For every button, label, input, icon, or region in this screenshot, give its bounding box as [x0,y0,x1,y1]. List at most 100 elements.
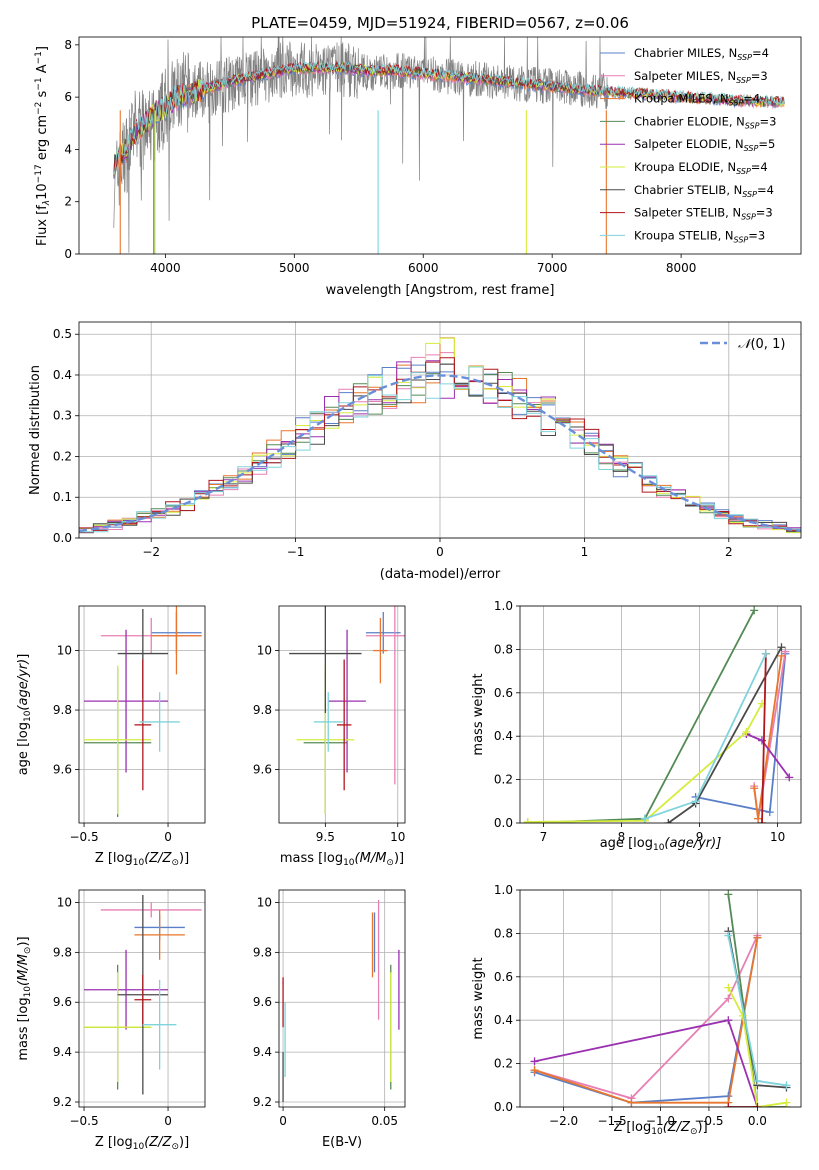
legend-label-6: Kroupa ELODIE, NSSP=4 [634,160,768,176]
error-bar-point-8 [336,659,352,791]
x-tick-label: 0 [164,1114,172,1128]
y-tick-label: 9.2 [253,1095,272,1109]
weight-marker [742,727,751,736]
y-tick-label: 6 [64,90,72,104]
error-bar-point-5 [84,629,169,773]
legend-label-5: Salpeter ELODIE, NSSP=5 [634,137,775,153]
y-tick-label: 4 [64,142,72,156]
x-tick-label: 2 [725,545,733,559]
weight-marker [781,647,790,656]
spectrum-panel: 4000 5000 6000 7000 8000 0 2 4 6 8 Chabrier MILES,… [34,36,802,298]
weight-marker [530,1057,539,1066]
weight-marker [627,1098,636,1107]
weight-line-4 [527,609,755,823]
mass-vs-ebv-plot-area [282,899,400,1103]
weight-marker [750,606,759,615]
mass-weight-vs-Z-plot-area [530,890,791,1107]
axes-frame [78,889,206,1108]
x-tick-label: −1 [287,545,305,559]
x-tick-label: 5000 [279,261,310,275]
weight-marker [754,814,763,823]
y-tick-label: 0.4 [53,368,72,382]
x-axis-label: mass [log10(M/M⊙)] [280,851,404,868]
x-axis-label: Z [log10(Z/Z⊙)] [613,1120,707,1137]
x-tick-label: 10 [770,830,785,844]
weight-marker [724,931,733,940]
weight-marker [724,983,733,992]
error-bar-point-8 [134,974,152,1025]
chart-title: PLATE=0459, MJD=51924, FIBERID=0567, z=0… [251,14,629,32]
y-tick-label: 9.6 [253,995,272,1009]
error-bar-point-3 [373,617,388,684]
error-bar-point-5 [328,629,366,773]
weight-marker [523,817,532,823]
weight-marker [750,784,759,793]
y-tick-label: 9.8 [53,945,72,959]
model-line-9 [113,60,785,175]
x-tick-label: 0.0 [748,1114,767,1128]
y-tick-label: 0.6 [494,970,513,984]
x-tick-label: −2.0 [549,1114,578,1128]
x-axis-label: age [log10(age/yr)] [600,836,722,853]
x-tick-label: 9 [696,830,704,844]
y-tick-label: 2 [64,195,72,209]
legend-label-normal: 𝒩(0, 1) [738,337,785,352]
weight-line-2 [534,935,759,1100]
y-tick-label: 0.3 [53,409,72,423]
y-tick-label: 0.2 [494,773,513,787]
legend-label-1: Chabrier MILES, NSSP=4 [634,46,769,62]
x-tick-label: 0 [436,545,444,559]
error-bar-point-2 [365,606,405,785]
x-tick-label: −0.5 [694,1114,723,1128]
x-tick-label: −2 [142,545,160,559]
x-tick-label: 4000 [150,261,181,275]
y-tick-label: 9.8 [53,703,72,717]
spectrum-legend: Chabrier MILES, NSSP=4 Salpeter MILES, NS… [600,46,776,244]
error-bar-point-6 [84,665,152,815]
weight-marker [785,773,794,782]
mass-weight-vs-age-panel: 7 8 9 10 0.0 0.2 0.4 0.6 0.8 1.0 age [log10(age/yr… [471,599,802,853]
x-axis-label: E(B-V) [322,1135,362,1150]
weight-marker [724,994,733,1003]
x-tick-label: 0 [279,1114,287,1128]
weight-marker [753,1103,762,1107]
x-tick-label: 8 [618,830,626,844]
weight-line-6 [727,987,787,1107]
weight-marker [761,649,770,658]
error-bar-point-6 [84,972,152,1083]
y-tick-label: 9.8 [253,945,272,959]
y-axis-label: mass [log10(M/M⊙)] [16,936,33,1060]
axes-frame [278,889,406,1108]
mass-vs-ebv-panel: 0 0.05 9.2 9.4 9.6 9.8 10 E(B-V) [253,889,406,1150]
residuals-plot-area [79,337,801,534]
weight-marker [753,1076,762,1085]
model-line-2 [113,64,785,179]
y-tick-label: 0.0 [53,531,72,545]
y-tick-label: 9.6 [253,762,272,776]
y-tick-label: 10 [57,895,72,909]
x-tick-label: 10 [390,830,405,844]
weight-marker [691,797,700,806]
error-bar-point-3 [151,606,202,675]
age-vs-mass-panel: 9.5 10 9.6 9.8 10 mass [log10(M/M⊙)] [253,605,406,868]
weight-line-8 [761,653,767,823]
x-tick-label: −0.5 [69,830,98,844]
weight-marker [724,890,733,899]
age-vs-Z-plot-area [84,606,202,818]
error-bar-point-2 [100,902,202,918]
histogram-8 [79,357,801,531]
x-axis-label: Z [log10(Z/Z⊙)] [95,851,189,868]
x-tick-label: −1.5 [597,1114,626,1128]
spectrum-plot-area [113,37,785,254]
axes-frame [78,36,802,255]
y-tick-label: 0.8 [494,642,513,656]
y-tick-label: 0.2 [494,1057,513,1071]
histogram-6 [79,337,801,534]
y-tick-label: 9.8 [253,703,272,717]
y-tick-label: 0.6 [494,686,513,700]
y-tick-label: 10 [257,644,272,658]
mass-weight-vs-age-plot-area [523,606,794,823]
y-tick-label: 0.2 [53,449,72,463]
error-bar-point-9 [313,692,343,752]
y-tick-label: 10 [257,895,272,909]
